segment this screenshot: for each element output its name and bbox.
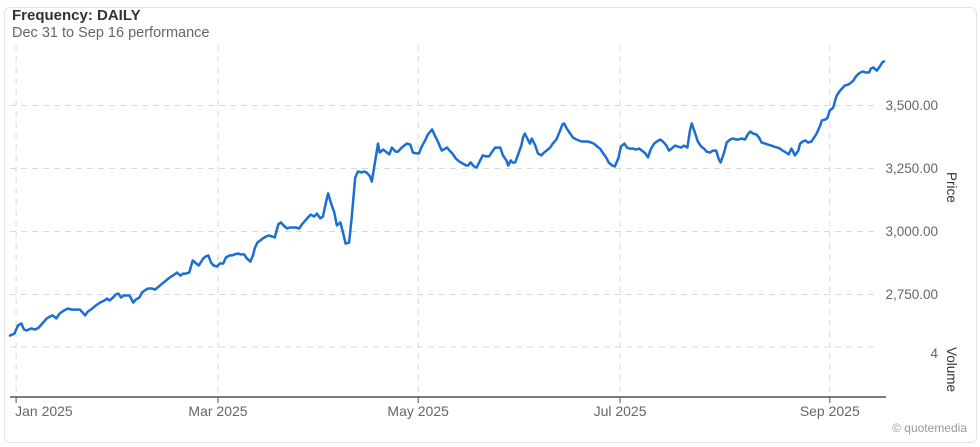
price-series-line[interactable] xyxy=(8,60,886,337)
price-axis-title: Price xyxy=(944,172,959,203)
chart-title: Frequency: DAILY xyxy=(12,7,141,24)
x-axis-label: Sep 2025 xyxy=(799,403,860,419)
price-axis-label: 3,500.00 xyxy=(885,97,938,113)
price-axis-label: 2,750.00 xyxy=(885,286,938,302)
x-axis-label: Mar 2025 xyxy=(188,403,248,419)
copyright-attribution: © quotemedia xyxy=(892,421,967,435)
price-axis-label: 3,250.00 xyxy=(885,160,938,176)
x-axis-label: May 2025 xyxy=(387,403,449,419)
x-axis-label: Jan 2025 xyxy=(15,403,73,419)
chart-card xyxy=(4,7,977,443)
volume-axis-title: Volume xyxy=(944,347,959,393)
price-axis-label: 3,000.00 xyxy=(885,223,938,239)
chart-subtitle: Dec 31 to Sep 16 performance xyxy=(12,25,210,41)
volume-axis-label: 4 xyxy=(930,346,938,361)
x-axis-label: Jul 2025 xyxy=(593,403,647,419)
